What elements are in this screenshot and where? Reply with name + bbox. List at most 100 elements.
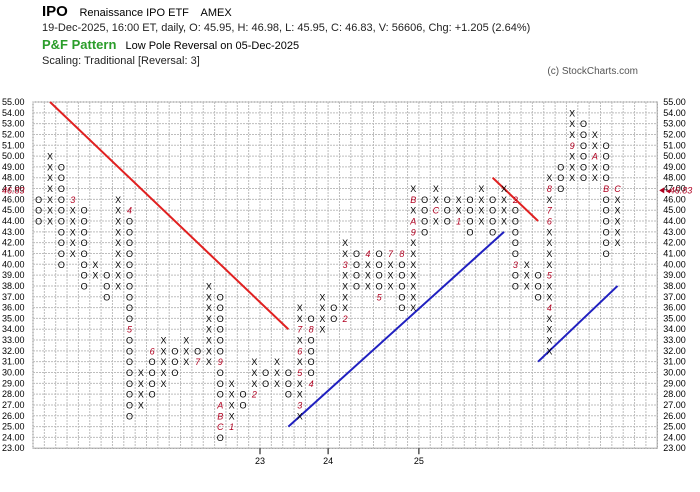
o-box: O bbox=[308, 357, 315, 367]
o-box: O bbox=[194, 346, 201, 356]
y-tick-right: 23.00 bbox=[663, 443, 686, 453]
o-box: O bbox=[489, 195, 496, 205]
o-box: O bbox=[126, 368, 133, 378]
x-box: X bbox=[342, 249, 348, 259]
x-box: X bbox=[569, 162, 575, 172]
month-marker: 3 bbox=[513, 260, 518, 270]
o-box: O bbox=[58, 227, 65, 237]
o-box: O bbox=[353, 260, 360, 270]
y-tick-right: 39.00 bbox=[663, 270, 686, 280]
month-marker: C bbox=[614, 184, 621, 194]
o-box: O bbox=[308, 314, 315, 324]
y-tick-right: 33.00 bbox=[663, 335, 686, 345]
y-tick-left: 35.00 bbox=[2, 313, 25, 323]
o-box: O bbox=[308, 368, 315, 378]
o-box: O bbox=[421, 227, 428, 237]
o-box: O bbox=[171, 357, 178, 367]
y-tick-right: 24.00 bbox=[663, 432, 686, 442]
x-box: X bbox=[206, 325, 212, 335]
security-name: Renaissance IPO ETF bbox=[79, 7, 189, 19]
month-marker: 2 bbox=[251, 390, 257, 400]
o-box: O bbox=[603, 238, 610, 248]
y-tick-left: 37.00 bbox=[2, 292, 25, 302]
x-box: X bbox=[251, 357, 257, 367]
x-box: X bbox=[274, 379, 280, 389]
x-box: X bbox=[206, 303, 212, 313]
x-box: X bbox=[70, 238, 76, 248]
x-box: X bbox=[342, 238, 348, 248]
y-tick-left: 45.00 bbox=[2, 205, 25, 215]
x-box: X bbox=[615, 195, 621, 205]
y-tick-left: 46.00 bbox=[2, 194, 25, 204]
o-box: O bbox=[376, 249, 383, 259]
x-box: X bbox=[92, 271, 98, 281]
x-box: X bbox=[229, 379, 235, 389]
o-box: O bbox=[217, 303, 224, 313]
x-box: X bbox=[478, 184, 484, 194]
y-tick-right: 36.00 bbox=[663, 303, 686, 313]
month-marker: B bbox=[410, 195, 416, 205]
o-box: O bbox=[466, 206, 473, 216]
x-box: X bbox=[138, 400, 144, 410]
x-box: X bbox=[319, 303, 325, 313]
month-marker: 4 bbox=[309, 379, 314, 389]
month-marker: 4 bbox=[127, 206, 132, 216]
y-tick-left: 27.00 bbox=[2, 400, 25, 410]
o-box: O bbox=[376, 281, 383, 291]
o-box: O bbox=[603, 206, 610, 216]
y-tick-right: 25.00 bbox=[663, 422, 686, 432]
month-marker: 7 bbox=[195, 357, 201, 367]
x-box: X bbox=[615, 206, 621, 216]
month-marker: 6 bbox=[150, 346, 155, 356]
x-box: X bbox=[229, 411, 235, 421]
o-box: O bbox=[126, 271, 133, 281]
x-box: X bbox=[229, 390, 235, 400]
month-marker: B bbox=[217, 411, 223, 421]
x-box: X bbox=[161, 336, 167, 346]
o-box: O bbox=[603, 195, 610, 205]
month-marker: 7 bbox=[297, 325, 303, 335]
x-box: X bbox=[524, 271, 530, 281]
o-box: O bbox=[535, 271, 542, 281]
y-tick-right: 54.00 bbox=[663, 108, 686, 118]
pattern-text: Low Pole Reversal on 05-Dec-2025 bbox=[125, 40, 300, 52]
quote-line: 19-Dec-2025, 16:00 ET, daily, O: 45.95, … bbox=[42, 22, 531, 34]
o-box: O bbox=[398, 281, 405, 291]
month-marker: C bbox=[217, 422, 224, 432]
x-box: X bbox=[251, 368, 257, 378]
x-box: X bbox=[410, 206, 416, 216]
o-box: O bbox=[535, 281, 542, 291]
month-marker: 4 bbox=[365, 249, 370, 259]
bearish-trendline bbox=[49, 101, 290, 330]
month-marker: 6 bbox=[547, 217, 552, 227]
y-tick-left: 32.00 bbox=[2, 346, 25, 356]
o-box: O bbox=[512, 281, 519, 291]
month-marker: 5 bbox=[547, 271, 553, 281]
x-box: X bbox=[546, 346, 552, 356]
o-box: O bbox=[171, 368, 178, 378]
x-box: X bbox=[297, 357, 303, 367]
o-box: O bbox=[149, 379, 156, 389]
x-box: X bbox=[546, 249, 552, 259]
x-box: X bbox=[115, 249, 121, 259]
x-box: X bbox=[501, 184, 507, 194]
month-marker: 5 bbox=[127, 325, 133, 335]
x-box: X bbox=[342, 271, 348, 281]
o-box: O bbox=[398, 303, 405, 313]
x-box: X bbox=[546, 336, 552, 346]
o-box: O bbox=[217, 336, 224, 346]
x-box: X bbox=[410, 271, 416, 281]
o-box: O bbox=[126, 303, 133, 313]
y-tick-right: 47.00 bbox=[663, 184, 686, 194]
x-box: X bbox=[161, 357, 167, 367]
x-box: X bbox=[615, 217, 621, 227]
exchange-label: AMEX bbox=[200, 7, 232, 19]
y-tick-left: 51.00 bbox=[2, 140, 25, 150]
x-box: X bbox=[546, 292, 552, 302]
x-box: X bbox=[115, 260, 121, 270]
month-marker: 8 bbox=[547, 184, 552, 194]
o-box: O bbox=[126, 314, 133, 324]
x-box: X bbox=[297, 379, 303, 389]
month-marker: 2 bbox=[512, 195, 518, 205]
x-box: X bbox=[70, 206, 76, 216]
